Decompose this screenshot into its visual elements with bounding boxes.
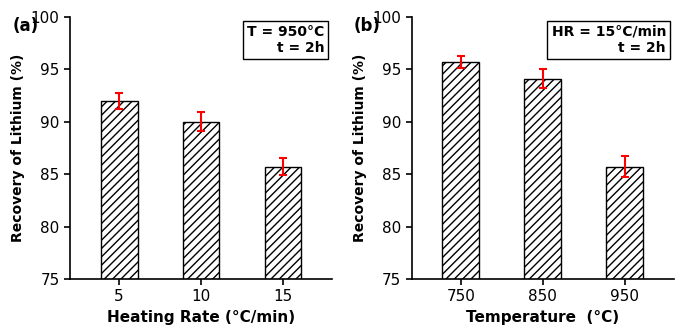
Text: (b): (b) xyxy=(354,17,381,35)
Text: T = 950°C
t = 2h: T = 950°C t = 2h xyxy=(247,25,324,55)
Bar xyxy=(183,122,219,336)
Text: (a): (a) xyxy=(12,17,38,35)
Bar xyxy=(443,62,479,336)
X-axis label: Temperature  (°C): Temperature (°C) xyxy=(466,310,619,325)
Y-axis label: Recovery of Lithium (%): Recovery of Lithium (%) xyxy=(11,54,25,242)
X-axis label: Heating Rate (°C/min): Heating Rate (°C/min) xyxy=(107,310,295,325)
Bar xyxy=(525,79,561,336)
Bar xyxy=(264,167,301,336)
Bar xyxy=(101,101,138,336)
Text: HR = 15°C/min
t = 2h: HR = 15°C/min t = 2h xyxy=(551,25,666,55)
Y-axis label: Recovery of Lithium (%): Recovery of Lithium (%) xyxy=(353,54,367,242)
Bar xyxy=(606,167,643,336)
